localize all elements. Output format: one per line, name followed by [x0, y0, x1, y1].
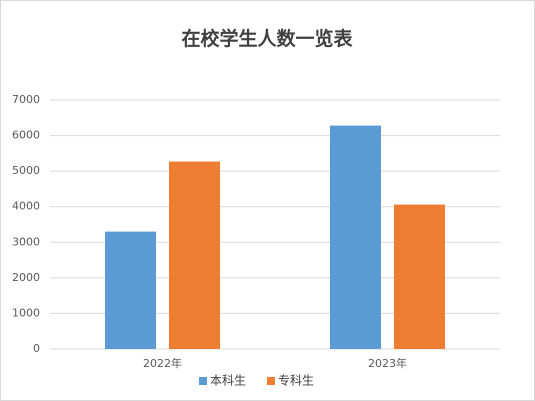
chart-title: 在校学生人数一览表	[181, 27, 353, 50]
legend-swatch	[199, 377, 207, 385]
x-tick-label: 2022年	[143, 356, 182, 370]
legend-label: 专科生	[278, 373, 314, 388]
y-tick-label: 4000	[12, 200, 40, 213]
y-tick-label: 5000	[12, 164, 40, 177]
y-tick-label: 6000	[12, 129, 40, 142]
y-tick-label: 2000	[12, 271, 40, 284]
legend-swatch	[267, 377, 275, 385]
y-tick-label: 3000	[12, 235, 40, 248]
y-tick-label: 7000	[12, 93, 40, 106]
bar	[394, 204, 445, 349]
x-tick-label: 2023年	[368, 356, 407, 370]
y-tick-label: 0	[33, 342, 40, 355]
legend-label: 本科生	[210, 374, 246, 388]
bar	[169, 161, 220, 349]
bar	[105, 231, 156, 349]
bar	[330, 125, 381, 350]
y-tick-label: 1000	[12, 306, 40, 319]
